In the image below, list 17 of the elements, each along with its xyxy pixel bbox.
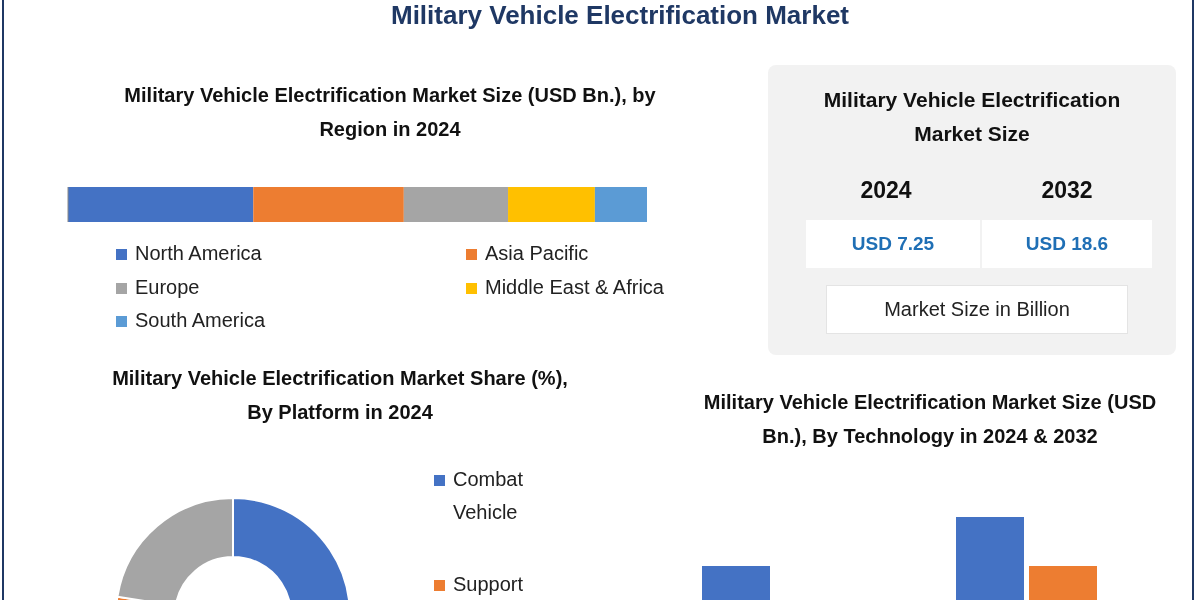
text: Market Size in Billion bbox=[826, 285, 1128, 334]
legend-label: Middle East & Africa bbox=[485, 274, 664, 300]
text: Military Vehicle Electrification Market Size (USD Bn.), By Technology in 2024 & 2032 bbox=[702, 390, 1158, 449]
legend-label: South America bbox=[135, 308, 266, 333]
legend-label: Support bbox=[453, 572, 525, 597]
legend-label: Europe bbox=[135, 274, 200, 300]
text: Military Vehicle Electrification Market bbox=[389, 0, 851, 32]
text: USD 7.25 bbox=[806, 220, 980, 268]
legend-label: North America bbox=[135, 241, 262, 266]
chart-title: Military Vehicle Electrification Market Share (%), By Platform in 2024 bbox=[111, 366, 569, 425]
text: USD 18.6 bbox=[982, 220, 1152, 268]
text: 2032 bbox=[1040, 176, 1094, 205]
legend-label: Combat Vehicle bbox=[453, 467, 525, 525]
text: Military Vehicle Electrification Market Size bbox=[822, 87, 1122, 147]
chart-title: Military Vehicle Electrification Market Size (USD Bn.), by Region in 2024 bbox=[123, 83, 657, 142]
legend-label: Asia Pacific bbox=[485, 241, 589, 266]
text: 2024 bbox=[859, 176, 913, 205]
